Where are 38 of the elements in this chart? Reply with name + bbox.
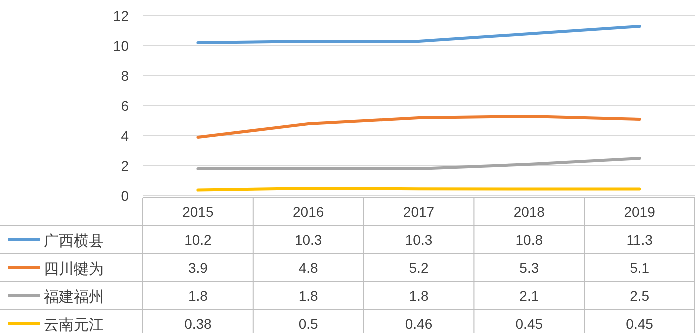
data-label: 5.1 xyxy=(630,260,650,276)
data-label: 1.8 xyxy=(409,288,429,304)
data-label: 10.8 xyxy=(516,232,544,248)
x-tick-label: 2016 xyxy=(293,204,324,220)
data-label: 2.1 xyxy=(520,288,540,304)
y-tick-label: 6 xyxy=(121,98,130,114)
legend-label: 福建福州 xyxy=(44,289,104,306)
legend-label: 四川犍为 xyxy=(44,261,104,278)
x-tick-label: 2018 xyxy=(514,204,546,220)
y-tick-label: 4 xyxy=(121,128,130,144)
data-label: 10.2 xyxy=(184,232,212,248)
data-label: 1.8 xyxy=(188,288,208,304)
line-series xyxy=(196,115,642,139)
data-label: 11.3 xyxy=(626,232,654,248)
data-label: 5.3 xyxy=(520,260,540,276)
data-label: 10.3 xyxy=(294,232,322,248)
data-label: 0.46 xyxy=(405,316,433,332)
x-tick-label: 2017 xyxy=(403,204,435,220)
y-tick-label: 10 xyxy=(113,38,130,54)
legend-label: 云南元江 xyxy=(44,317,104,333)
x-tick-label: 2015 xyxy=(182,204,214,220)
x-tick-label: 2019 xyxy=(624,204,656,220)
data-label: 2.5 xyxy=(630,288,650,304)
line-series xyxy=(196,25,642,44)
y-tick-label: 0 xyxy=(121,188,130,204)
y-tick-label: 12 xyxy=(113,8,130,24)
data-label: 0.45 xyxy=(516,316,544,332)
legend-label: 广西横县 xyxy=(44,233,104,250)
data-label: 3.9 xyxy=(188,260,208,276)
data-label: 5.2 xyxy=(409,260,429,276)
data-label: 0.45 xyxy=(626,316,654,332)
data-label: 0.5 xyxy=(298,316,319,332)
y-tick-label: 2 xyxy=(121,158,130,174)
data-label: 4.8 xyxy=(298,260,319,276)
y-tick-label: 8 xyxy=(121,68,130,84)
data-label: 0.38 xyxy=(184,316,212,332)
data-label: 1.8 xyxy=(298,288,319,304)
data-label: 10.3 xyxy=(405,232,433,248)
